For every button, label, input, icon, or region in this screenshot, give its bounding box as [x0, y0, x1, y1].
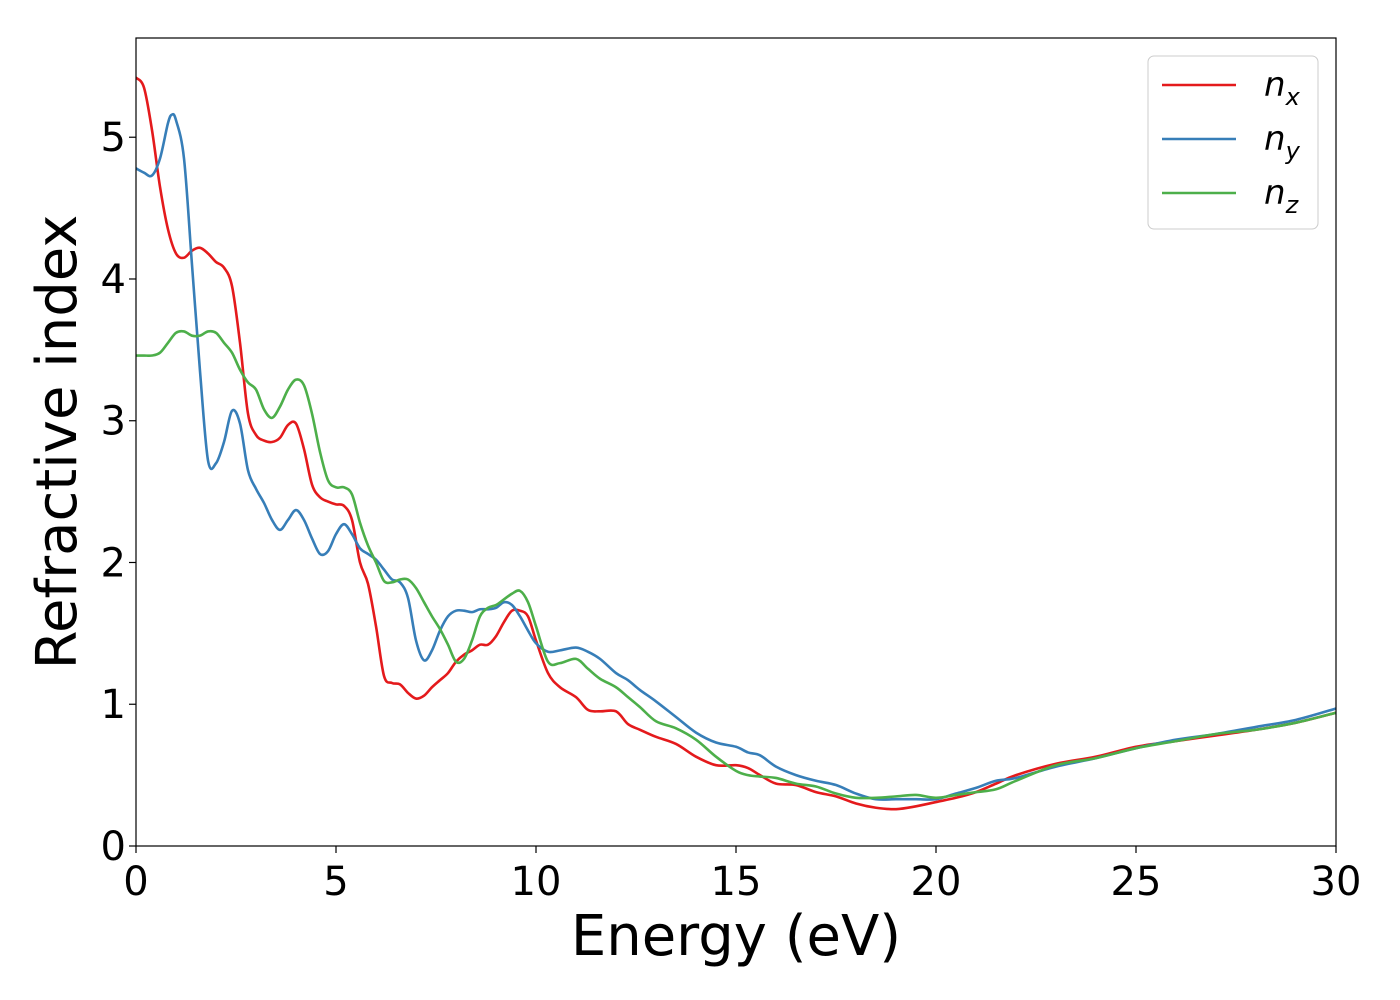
x-tick-label: 5 — [323, 859, 348, 905]
legend-box — [1147, 55, 1319, 230]
x-tick-label: 25 — [1111, 859, 1162, 905]
series-line-nx — [136, 76, 1336, 811]
series-line-nz — [136, 329, 1336, 800]
y-tick-label: 2 — [101, 540, 126, 586]
series-line-ny — [136, 112, 1336, 801]
y-axis-ticks: 0 1 2 3 4 5 — [101, 115, 136, 870]
x-axis-label: Energy (eV) — [571, 904, 901, 969]
x-tick-label: 20 — [911, 859, 962, 905]
series-layer — [136, 76, 1336, 811]
x-tick-label: 15 — [711, 859, 762, 905]
y-tick-label: 0 — [101, 824, 126, 870]
y-tick-label: 5 — [101, 115, 126, 161]
x-tick-label: 10 — [511, 859, 562, 905]
y-tick-label: 3 — [101, 399, 126, 445]
x-axis-ticks: 0 5 10 15 20 25 30 — [123, 846, 1361, 905]
y-tick-label: 4 — [101, 257, 126, 303]
x-tick-label: 30 — [1311, 859, 1362, 905]
x-tick-label: 0 — [123, 859, 148, 905]
y-tick-label: 1 — [101, 682, 126, 728]
y-axis-label: Refractive index — [25, 215, 90, 670]
